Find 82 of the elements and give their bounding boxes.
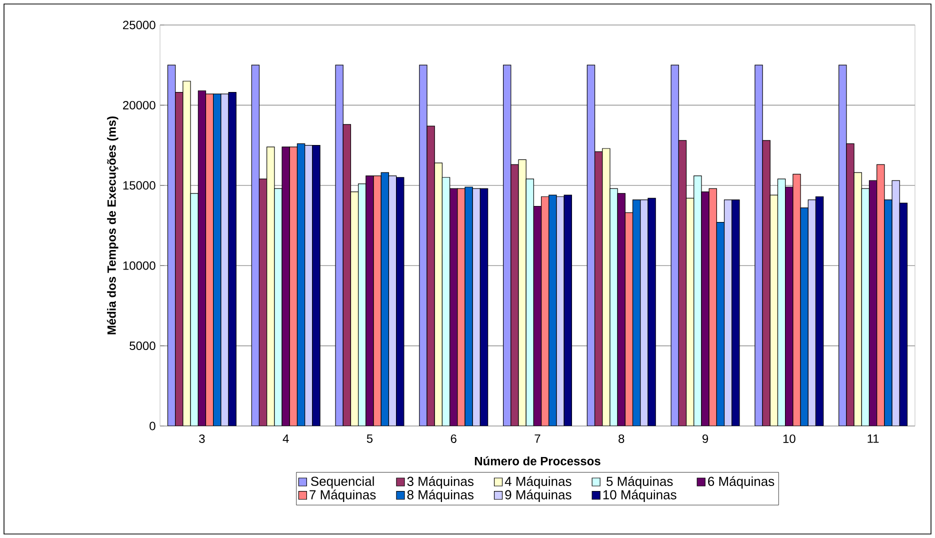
x-tick-label: 6 — [450, 434, 456, 443]
bar — [548, 194, 557, 426]
bar — [380, 172, 390, 426]
legend-label: Sequencial — [311, 476, 374, 488]
x-tick-label: 3 — [199, 434, 205, 443]
bar — [472, 188, 481, 426]
bar — [503, 64, 512, 426]
bar — [632, 200, 641, 426]
bar — [358, 183, 366, 426]
bar — [694, 176, 702, 426]
x-tick-label: 11 — [868, 434, 879, 443]
bar — [854, 172, 862, 426]
bar — [602, 148, 610, 426]
bar — [167, 64, 176, 426]
bar — [762, 140, 770, 426]
bar — [510, 164, 519, 426]
bar — [266, 146, 275, 426]
bar — [228, 92, 236, 426]
bar — [175, 92, 184, 426]
bar — [671, 65, 679, 426]
x-axis-title: Número de Processos — [474, 456, 600, 466]
bar — [251, 64, 260, 426]
bar — [396, 177, 404, 426]
bar — [648, 198, 656, 426]
bar — [442, 177, 450, 426]
bar — [213, 94, 222, 426]
legend-label: 6 Máquinas — [708, 476, 774, 489]
y-tick-label: 15000 — [123, 181, 156, 190]
x-tick-label: 9 — [702, 434, 708, 443]
legend-label: 5 Máquinas — [606, 476, 673, 489]
bar — [526, 178, 534, 426]
bar — [350, 192, 359, 426]
bar — [815, 196, 824, 426]
bar — [861, 188, 870, 426]
legend-label: 7 Máquinas — [310, 490, 376, 502]
bar — [800, 208, 808, 426]
y-tick-label: 20000 — [123, 100, 156, 110]
legend-label: 9 Máquinas — [505, 490, 572, 502]
bar — [556, 196, 564, 426]
bar — [770, 194, 778, 426]
y-axis-title: Média dos Tempos de Execuções (ms) — [106, 116, 118, 334]
bar — [190, 193, 198, 426]
bar — [335, 64, 344, 426]
bar — [434, 162, 443, 426]
bar — [419, 64, 428, 426]
bar — [586, 64, 596, 426]
legend-label: 10 Máquinas — [603, 490, 676, 502]
bar — [777, 178, 786, 426]
bar — [678, 140, 686, 426]
bar — [808, 200, 816, 426]
bar — [426, 126, 435, 426]
x-tick-label: 4 — [282, 434, 289, 443]
bar — [686, 198, 694, 426]
legend-label: 3 Máquinas — [407, 476, 474, 489]
bar — [594, 151, 603, 426]
bar — [296, 143, 306, 426]
x-tick-label: 5 — [366, 434, 373, 443]
bar — [716, 222, 725, 426]
y-tick-label: 25000 — [123, 20, 156, 30]
bar — [610, 188, 618, 426]
x-tick-label: 8 — [618, 434, 624, 443]
bar — [838, 64, 847, 426]
bar — [304, 144, 313, 426]
bar — [258, 178, 268, 426]
y-tick-label: 5000 — [130, 342, 156, 350]
bar — [518, 159, 526, 426]
bar — [342, 124, 352, 426]
bar — [388, 175, 397, 426]
y-tick-label: 10000 — [123, 261, 156, 270]
bar — [480, 188, 488, 426]
bar — [892, 180, 900, 426]
y-tick-label: 0 — [150, 422, 156, 430]
x-tick-label: 10 — [783, 434, 796, 443]
bar — [464, 186, 473, 426]
legend-label: 8 Máquinas — [407, 490, 474, 502]
legend-label: 4 Máquinas — [504, 476, 572, 489]
bar — [899, 202, 908, 426]
bar — [564, 194, 572, 426]
bar — [640, 200, 648, 426]
bar — [732, 200, 740, 426]
x-tick-label: 7 — [534, 434, 540, 443]
bar — [724, 200, 732, 426]
